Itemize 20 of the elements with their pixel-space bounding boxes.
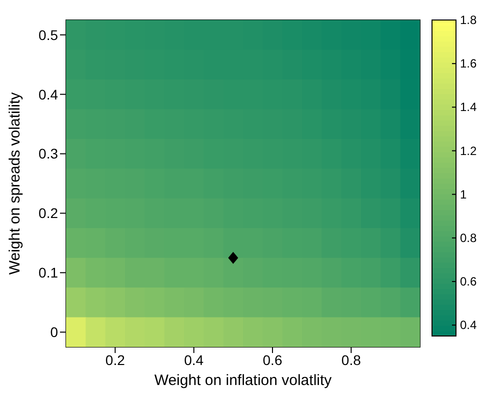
color-bar-label: 1.2 (460, 144, 478, 158)
y-tick-label: 0 (50, 324, 58, 340)
y-tick-label: 0.1 (38, 264, 58, 281)
y-tick-label: 0.3 (38, 146, 58, 162)
x-tick-label: 0.6 (262, 352, 282, 368)
color-bar-label: 0.6 (460, 274, 478, 289)
y-axis-title: Weight on spreads volatility (6, 92, 24, 275)
color-bar-label: 1.6 (460, 56, 478, 71)
y-tick-label: 0.4 (38, 86, 58, 102)
x-tick-label: 0.8 (341, 352, 362, 368)
color-bar-label: 0.4 (460, 318, 478, 332)
color-bar-label: 1.4 (460, 100, 478, 114)
x-tick-label: 0.4 (184, 352, 204, 368)
x-tick-label: 0.2 (105, 352, 126, 368)
color-bar-label: 0.8 (460, 230, 478, 245)
color-bar-label: 1 (460, 187, 467, 202)
x-axis-title: Weight on inflation volatlity (154, 372, 332, 389)
color-bar-label: 1.8 (460, 13, 478, 27)
y-tick-label: 0.5 (38, 26, 58, 43)
y-tick-label: 0.2 (38, 205, 58, 222)
